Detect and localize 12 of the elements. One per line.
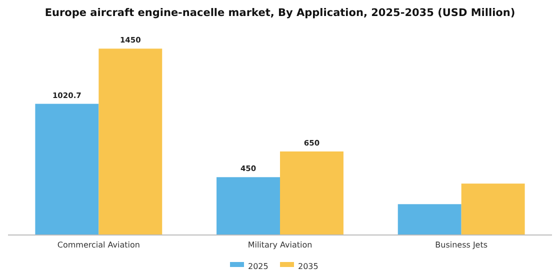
bar [216,177,280,235]
bar [35,104,99,235]
bar [461,184,525,235]
x-tick-label: Business Jets [435,240,488,250]
chart-title: Europe aircraft engine-nacelle market, By Application, 2025-2035 (USD Million) [44,7,516,19]
x-tick-label: Military Aviation [248,240,312,250]
bar [280,151,344,235]
bar [398,204,462,235]
legend-label: 2025 [248,262,268,271]
legend-label: 2035 [298,262,318,271]
bar [98,48,162,235]
x-tick-label: Commercial Aviation [57,240,140,250]
